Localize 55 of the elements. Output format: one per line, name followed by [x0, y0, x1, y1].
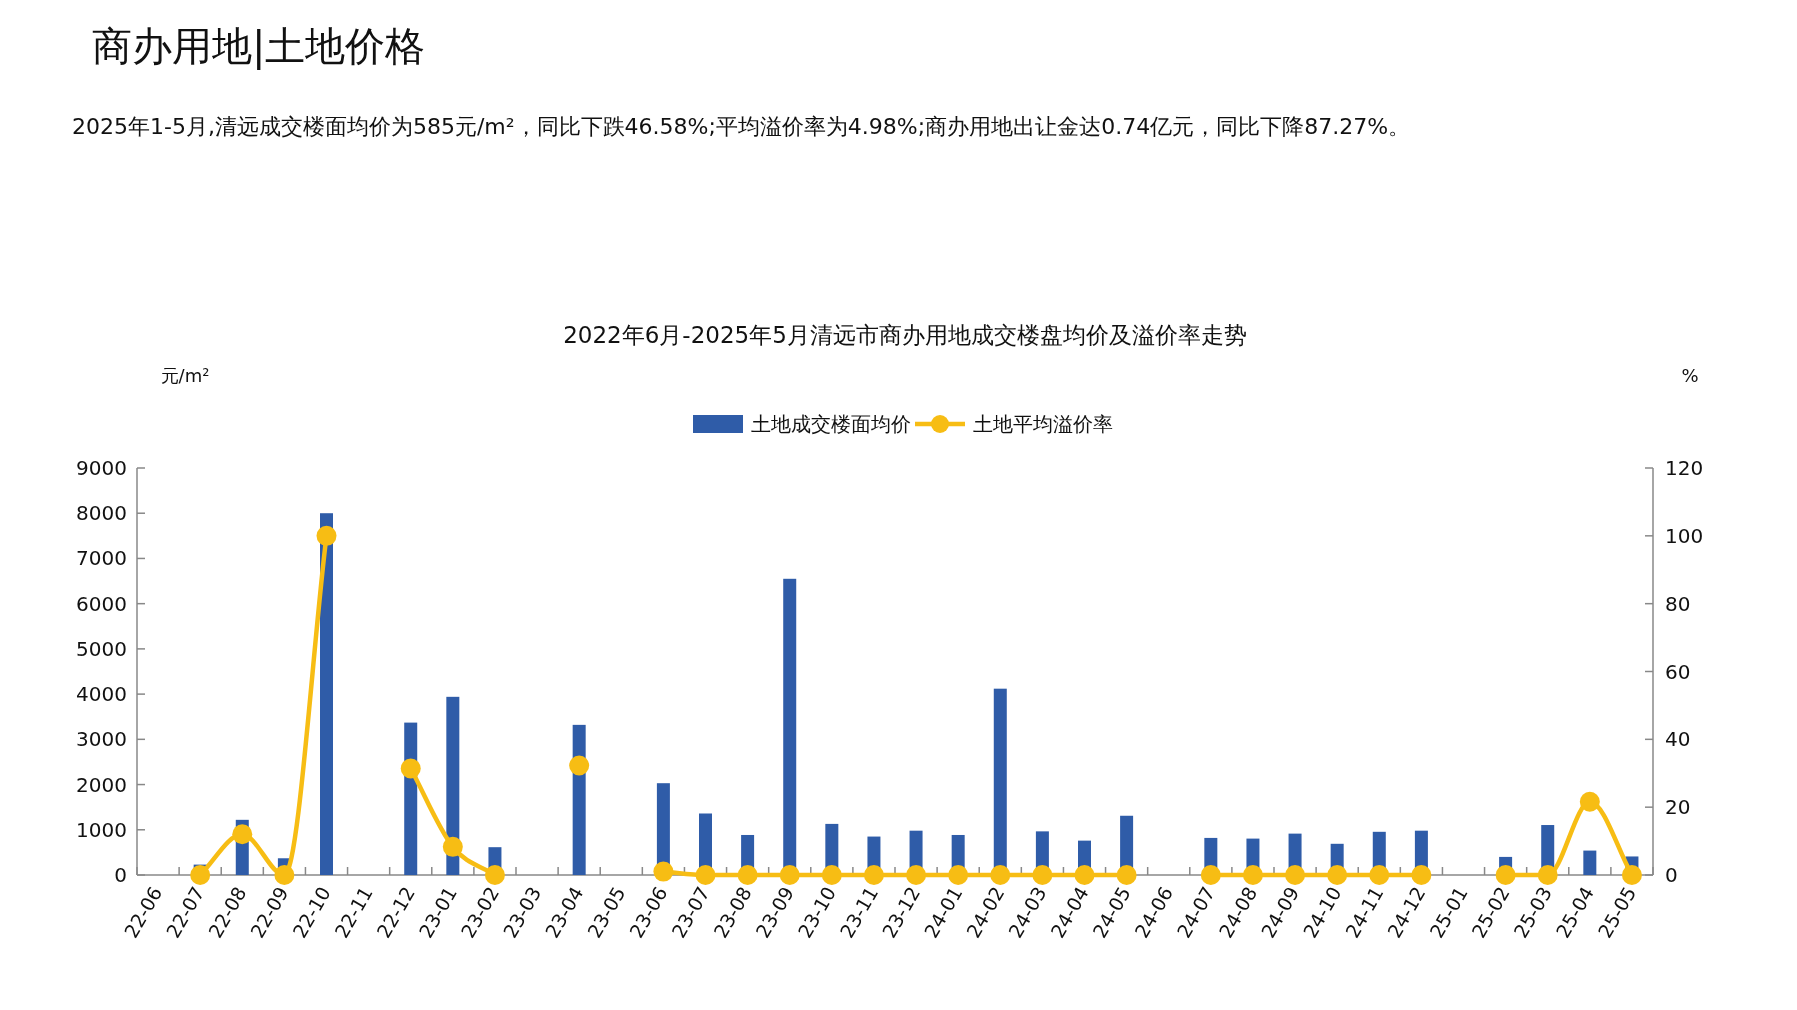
point: [948, 865, 969, 885]
point: [1285, 865, 1306, 885]
point: [1621, 865, 1642, 885]
point: [653, 861, 674, 882]
y2-tick-label: 40: [1665, 727, 1691, 752]
text: 2025年1-5月,清远成交楼面均价为585元/m²，同比下跌46.58%;平均溢价率为4.98%;商办用地出让金达0.74亿元，同比下降87.27%。: [72, 114, 1411, 139]
y-tick-label: 5000: [76, 636, 127, 661]
point: [190, 865, 211, 885]
y2-tick-label: 20: [1665, 795, 1691, 820]
point: [316, 525, 337, 546]
point: [442, 836, 463, 857]
point: [737, 865, 758, 885]
point: [906, 865, 927, 885]
point: [821, 865, 842, 885]
text: 商办用地|土地价格: [92, 23, 426, 70]
y2-tick-label: 0: [1665, 863, 1678, 887]
point: [232, 824, 253, 845]
point: [274, 865, 295, 885]
point: [1579, 791, 1600, 812]
point: [695, 865, 716, 885]
y2-tick-label: 120: [1665, 456, 1704, 480]
legend-label: 土地成交楼面均价: [751, 412, 911, 436]
y2-tick-label: 80: [1665, 591, 1691, 616]
y-tick-label: 1000: [76, 817, 127, 842]
y-tick-label: 4000: [76, 682, 127, 707]
y-tick-label: 8000: [76, 501, 127, 526]
legend-label: 土地平均溢价率: [973, 412, 1113, 436]
point: [1200, 865, 1221, 885]
y-tick-label: 7000: [76, 546, 127, 571]
bar: [1583, 850, 1597, 875]
point: [1537, 865, 1558, 885]
point: [1411, 865, 1432, 885]
point: [1242, 865, 1263, 885]
y2-tick-label: 60: [1665, 659, 1691, 684]
point: [1032, 865, 1053, 885]
point: [779, 865, 800, 885]
point: [1495, 865, 1516, 885]
y-tick-label: 3000: [76, 727, 127, 752]
y2-tick-label: 100: [1665, 523, 1704, 548]
chart-title: 2022年6月-2025年5月清远市商办用地成交楼盘均价及溢价率走势: [563, 322, 1247, 348]
point: [1327, 865, 1348, 885]
point: [863, 865, 884, 885]
point: [484, 865, 505, 885]
y-axis-title: 元/m²: [160, 365, 210, 386]
y-tick-label: 0: [114, 863, 127, 887]
point: [990, 865, 1011, 885]
y-tick-label: 9000: [76, 456, 127, 480]
y2-axis-title: %: [1681, 365, 1699, 386]
point: [1074, 865, 1095, 885]
point: [1369, 865, 1390, 885]
point: [569, 755, 590, 776]
y-tick-label: 6000: [76, 591, 127, 616]
point: [1116, 865, 1137, 885]
point: [400, 758, 421, 779]
y-tick-label: 2000: [76, 772, 127, 797]
